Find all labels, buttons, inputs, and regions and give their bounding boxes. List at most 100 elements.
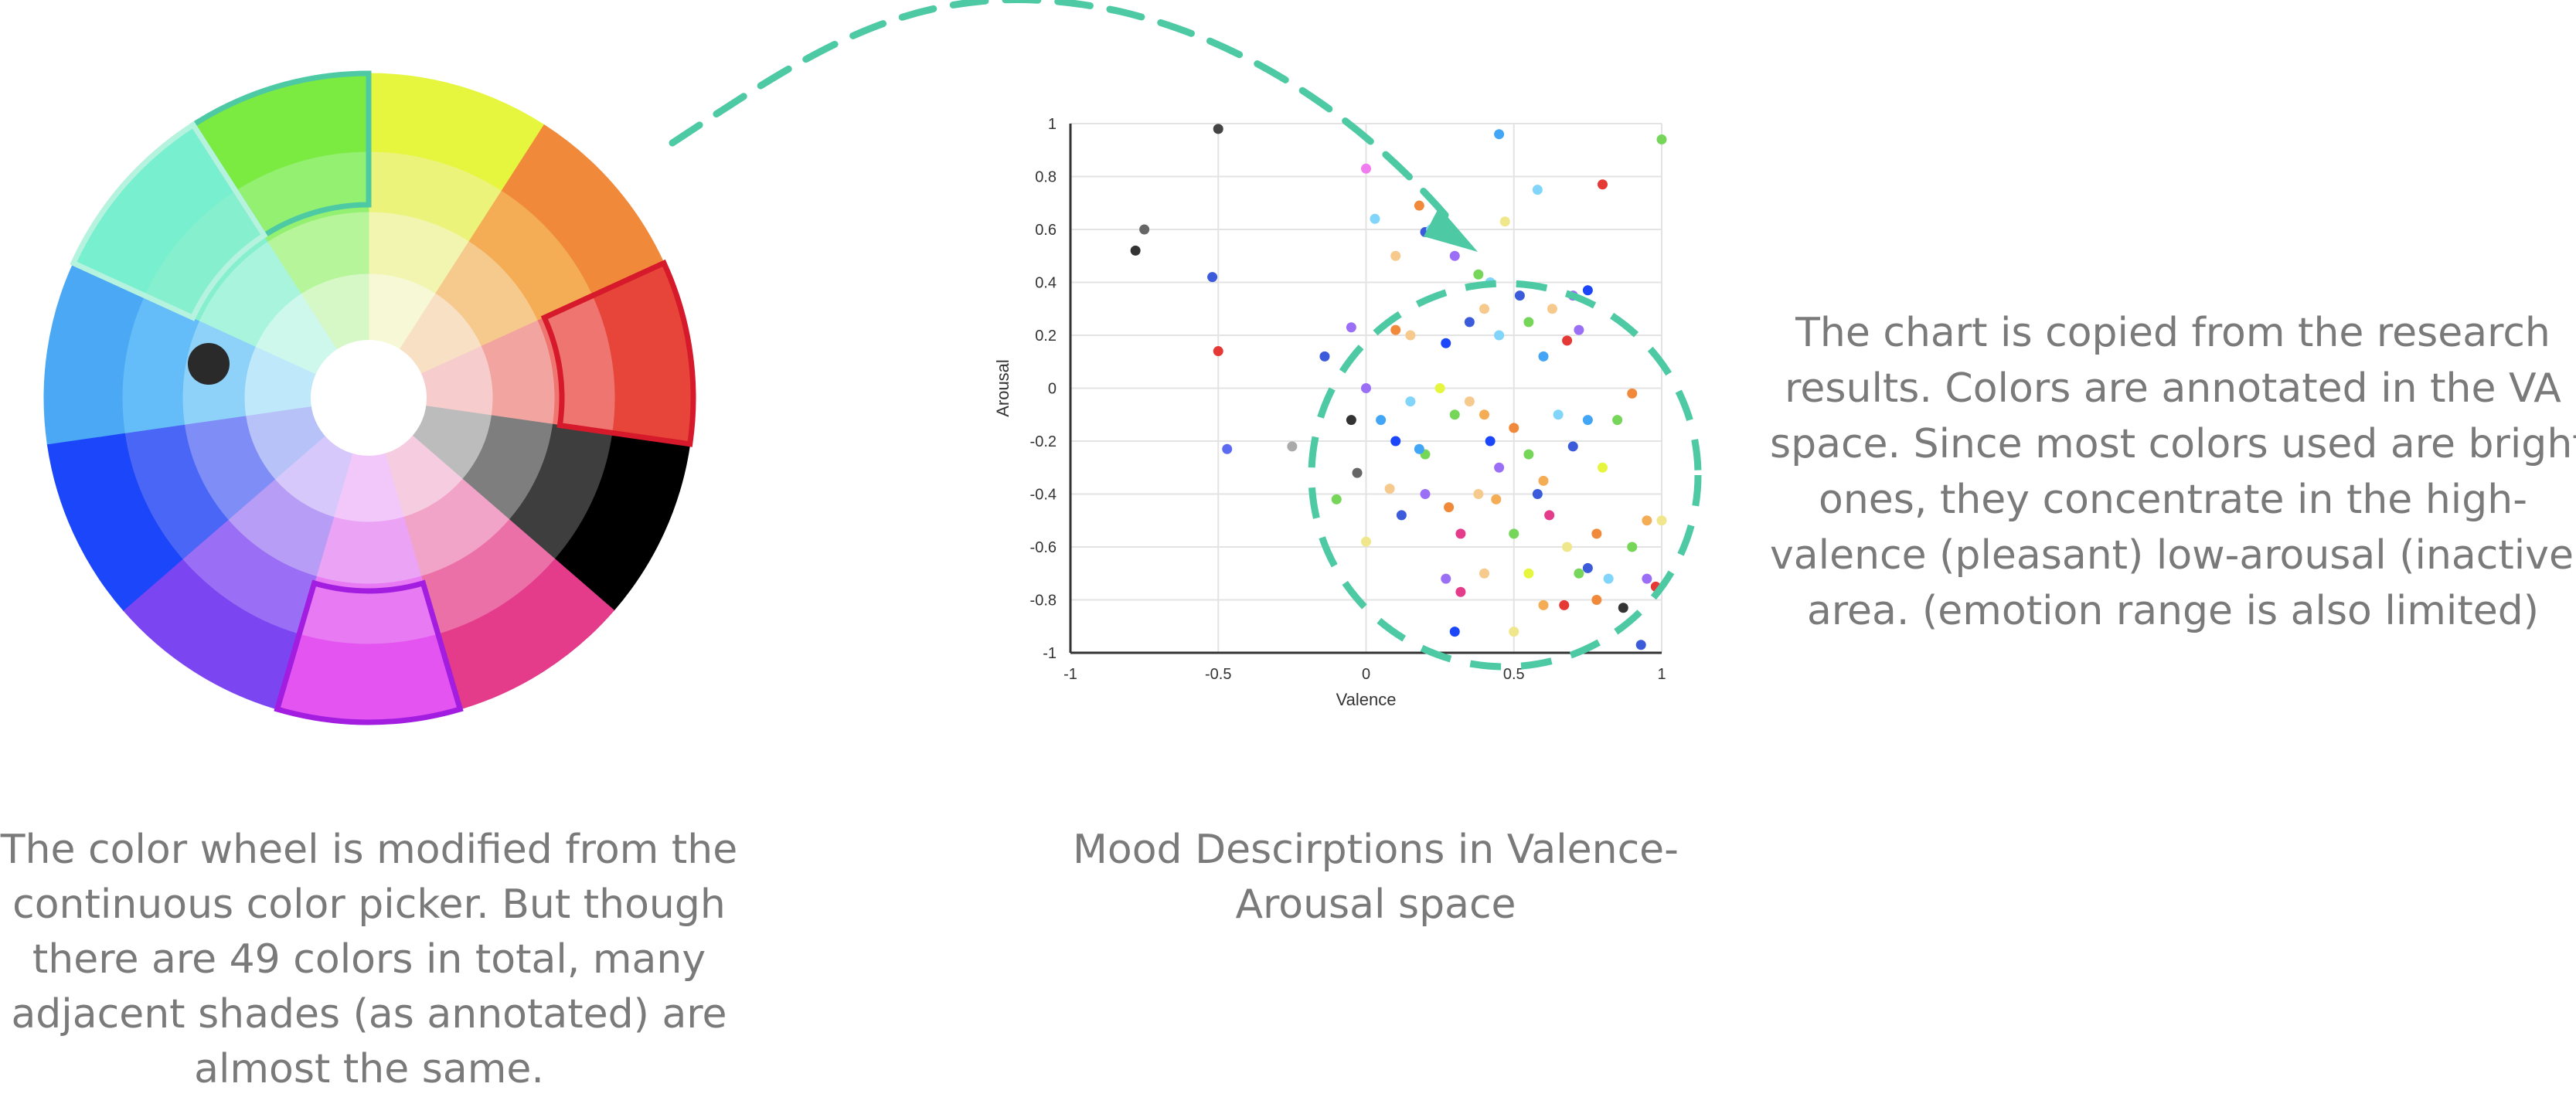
data-point (1491, 494, 1502, 504)
data-point (1331, 494, 1342, 504)
data-point (1582, 415, 1593, 426)
caption-line: almost the same. (194, 1046, 544, 1092)
y-tick-label: -0.6 (1030, 539, 1057, 556)
data-point (1574, 568, 1584, 579)
data-point (1390, 324, 1401, 335)
data-point (1222, 443, 1233, 454)
data-point (1627, 542, 1638, 552)
data-point (1361, 163, 1371, 174)
y-tick-label: 0.6 (1035, 222, 1057, 239)
data-point (1464, 317, 1475, 328)
x-tick-label: 0 (1362, 666, 1370, 683)
data-point (1346, 322, 1356, 333)
color-wheel (43, 73, 694, 723)
data-point (1499, 216, 1510, 227)
data-point (1414, 443, 1424, 454)
data-point (1562, 335, 1573, 346)
data-point (1361, 383, 1371, 393)
caption-line: valence (pleasant) low-arousal (inactive… (1770, 532, 2576, 579)
data-point (1390, 436, 1401, 447)
data-point (1544, 510, 1555, 521)
y-tick-label: 0.4 (1035, 275, 1057, 292)
y-tick-label: 0.2 (1035, 328, 1057, 345)
highlight-teal-sector (70, 121, 268, 321)
data-point (1509, 627, 1519, 637)
y-tick-label: 1 (1048, 116, 1057, 133)
data-point (1390, 250, 1401, 261)
data-point (1591, 595, 1602, 605)
caption-line: there are 49 colors in total, many (32, 936, 706, 983)
data-point (1479, 568, 1489, 579)
annotation-arrow (669, 0, 1457, 228)
caption-line: continuous color picker. But though (12, 881, 726, 928)
data-point (1642, 573, 1652, 584)
y-tick-label: 0 (1048, 381, 1057, 398)
data-point (1538, 599, 1549, 610)
data-point (1441, 338, 1451, 348)
data-point (1612, 415, 1623, 426)
data-point (1444, 502, 1455, 513)
y-axis-label: Arousal (993, 359, 1012, 417)
data-point (1414, 200, 1424, 211)
data-point (1494, 462, 1505, 473)
data-point (1538, 351, 1549, 362)
x-tick-label: 0.5 (1503, 666, 1525, 683)
wheel-swatch (315, 515, 422, 584)
va-caption: The chart is copied from the research re… (1770, 305, 2576, 639)
wheel-swatch (277, 633, 461, 723)
data-point (1449, 250, 1460, 261)
y-tick-label: -0.2 (1030, 433, 1057, 450)
va-scatter-chart: -1 -0.5 0 0.5 1 1 0.8 0.6 0.4 0.2 0 -0.2 -0.4 -0.6 -0.… (993, 116, 1667, 709)
data-point (1574, 324, 1584, 335)
data-point (1455, 528, 1466, 539)
data-point (1473, 269, 1484, 280)
data-point (1598, 462, 1608, 473)
annotation-arrowhead (1424, 207, 1478, 252)
highlight-red-sector (540, 259, 696, 447)
concentration-circle (1308, 280, 1702, 671)
caption-line: area. (emotion range is also limited) (1806, 588, 2540, 634)
data-point (1591, 528, 1602, 539)
highlight-green-sector (189, 70, 372, 239)
y-tick-label: -1 (1043, 645, 1057, 662)
data-point (1130, 245, 1141, 256)
data-point (1207, 272, 1218, 283)
data-point (1532, 185, 1543, 195)
x-axis-label: Valence (1336, 690, 1397, 709)
data-point (1523, 449, 1534, 460)
data-point (1509, 528, 1519, 539)
wheel-highlights (70, 70, 696, 725)
data-point (1449, 409, 1460, 420)
x-tick-label: 1 (1657, 666, 1666, 683)
data-point (1567, 441, 1578, 452)
data-point (1384, 484, 1395, 494)
caption-line: Mood Descirptions in Valence- (1073, 827, 1679, 873)
data-point (1434, 383, 1445, 393)
data-point (1455, 586, 1466, 597)
data-point (1582, 285, 1593, 296)
data-point (1449, 627, 1460, 637)
data-point (1494, 330, 1505, 341)
data-point (1627, 388, 1638, 399)
chart-caption: Mood Descirptions in Valence- Arousal sp… (1051, 823, 1700, 932)
data-point (1405, 396, 1416, 407)
caption-line: ones, they concentrate in the high- (1819, 477, 2527, 523)
data-point (1582, 562, 1593, 573)
data-point (1547, 304, 1557, 314)
data-point (1420, 489, 1431, 499)
y-tick-label: -0.4 (1030, 487, 1057, 504)
data-point (1376, 415, 1387, 426)
caption-line: Arousal space (1235, 881, 1516, 928)
data-point (1523, 568, 1534, 579)
data-point (1213, 124, 1223, 134)
data-point (1642, 515, 1652, 526)
data-point (1514, 290, 1525, 301)
data-point (1479, 304, 1489, 314)
data-point (1598, 179, 1608, 190)
x-tick-label: -0.5 (1205, 666, 1231, 683)
data-point (1213, 346, 1223, 357)
data-point (1405, 330, 1416, 341)
wheel-center (311, 340, 427, 456)
data-point (1352, 467, 1363, 478)
data-point (1464, 396, 1475, 407)
